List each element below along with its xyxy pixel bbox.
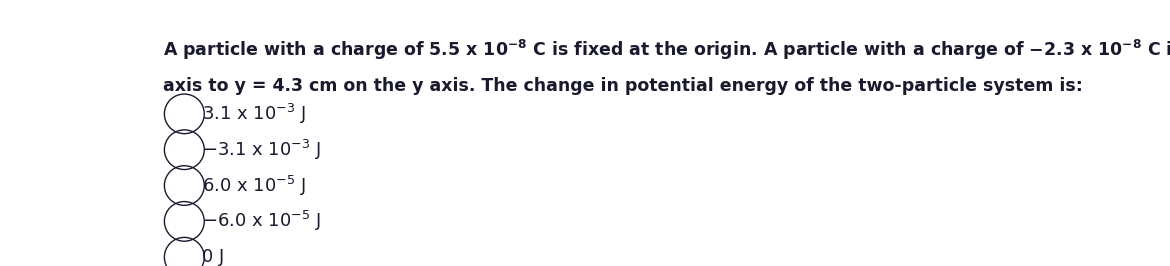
Text: A particle with a charge of 5.5 x $\mathregular{10^{-8}}$ C is fixed at the orig: A particle with a charge of 5.5 x $\math…	[163, 38, 1170, 62]
Text: 3.1 x $\mathregular{10^{-3}}$ J: 3.1 x $\mathregular{10^{-3}}$ J	[202, 102, 307, 126]
Text: 6.0 x $\mathregular{10^{-5}}$ J: 6.0 x $\mathregular{10^{-5}}$ J	[202, 173, 307, 198]
Text: axis to y = 4.3 cm on the y axis. The change in potential energy of the two-part: axis to y = 4.3 cm on the y axis. The ch…	[163, 77, 1082, 95]
Text: −6.0 x $\mathregular{10^{-5}}$ J: −6.0 x $\mathregular{10^{-5}}$ J	[202, 209, 322, 234]
Text: 0 J: 0 J	[202, 248, 225, 266]
Text: −3.1 x $\mathregular{10^{-3}}$ J: −3.1 x $\mathregular{10^{-3}}$ J	[202, 138, 322, 162]
